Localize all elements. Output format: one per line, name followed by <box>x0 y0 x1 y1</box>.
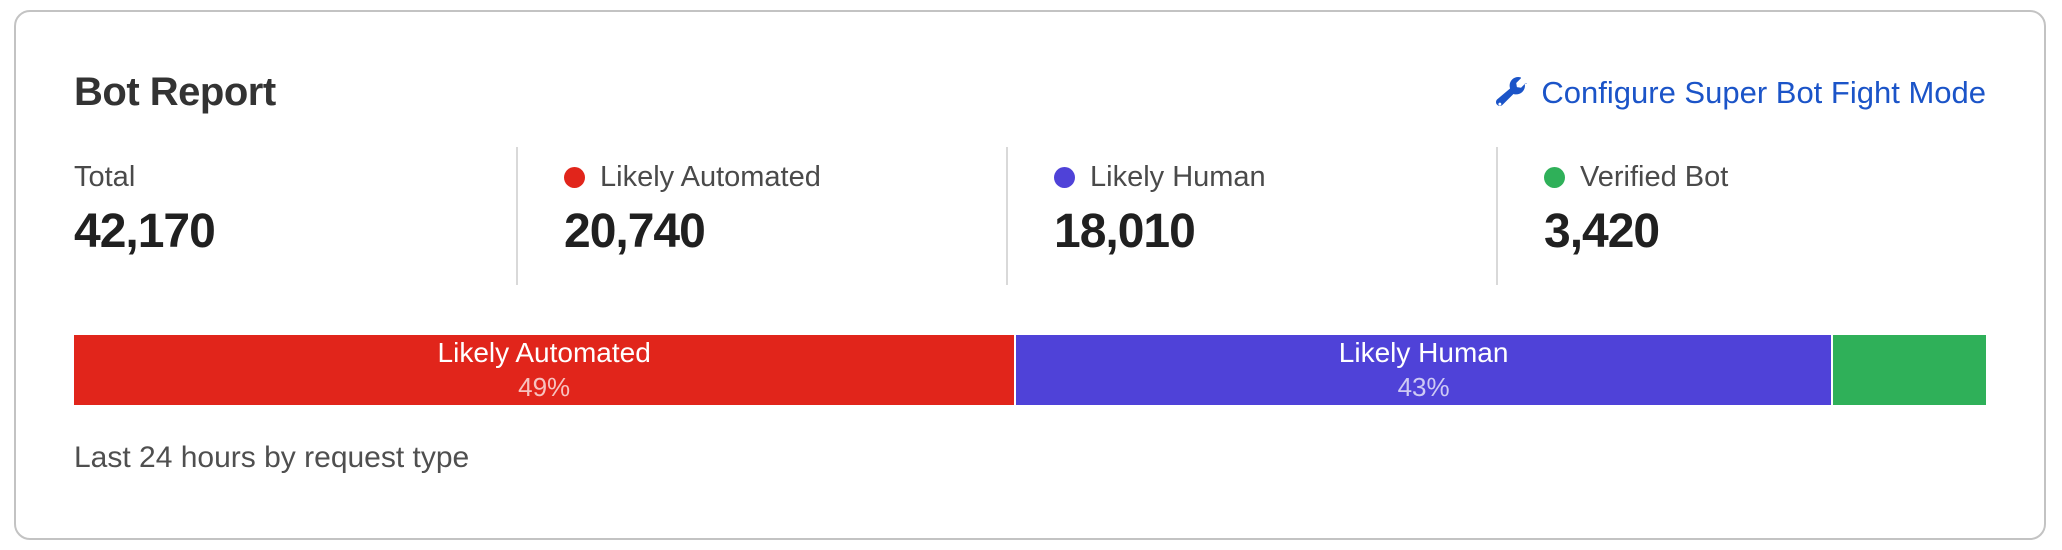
stat-likely-automated: Likely Automated 20,740 <box>516 147 1006 285</box>
stat-likely-automated-label-row: Likely Automated <box>564 161 1006 194</box>
stat-likely-human: Likely Human 18,010 <box>1006 147 1496 285</box>
page-title: Bot Report <box>74 70 276 114</box>
wrench-icon <box>1496 77 1528 108</box>
configure-super-bot-fight-mode-link[interactable]: Configure Super Bot Fight Mode <box>1496 75 1986 111</box>
stat-total-label: Total <box>74 161 136 193</box>
stats-row: Total 42,170 Likely Automated 20,740 Lik… <box>74 147 1986 285</box>
bar-segment-verified-bot <box>1830 335 1986 405</box>
likely-automated-dot-icon <box>564 167 585 188</box>
stat-likely-human-label: Likely Human <box>1090 161 1266 193</box>
bar-segment-likely-automated: Likely Automated 49% <box>74 335 1015 405</box>
stat-total-label-row: Total <box>74 161 516 194</box>
bar-segment-likely-human-label: Likely Human <box>1338 337 1509 369</box>
stat-likely-automated-label: Likely Automated <box>600 161 821 193</box>
bar-segment-likely-automated-percent: 49% <box>518 371 571 402</box>
stat-verified-bot-label-row: Verified Bot <box>1544 161 1986 194</box>
card-header: Bot Report Configure Super Bot Fight Mod… <box>74 70 1986 115</box>
stat-verified-bot: Verified Bot 3,420 <box>1496 147 1986 285</box>
stat-verified-bot-value: 3,420 <box>1544 205 1660 258</box>
bar-segment-likely-human: Likely Human 43% <box>1014 335 1831 405</box>
stat-verified-bot-label: Verified Bot <box>1580 161 1729 193</box>
stat-likely-automated-value: 20,740 <box>564 205 706 258</box>
stacked-bar-chart: Likely Automated 49% Likely Human 43% <box>74 335 1986 405</box>
stat-total: Total 42,170 <box>74 147 516 285</box>
bar-segment-likely-automated-label: Likely Automated <box>437 337 651 369</box>
stat-total-value: 42,170 <box>74 205 216 258</box>
bot-report-card: Bot Report Configure Super Bot Fight Mod… <box>14 10 2046 540</box>
verified-bot-dot-icon <box>1544 167 1565 188</box>
likely-human-dot-icon <box>1054 167 1075 188</box>
bar-segment-likely-human-percent: 43% <box>1397 371 1450 402</box>
configure-link-label: Configure Super Bot Fight Mode <box>1541 74 1986 110</box>
stat-likely-human-value: 18,010 <box>1054 205 1196 258</box>
chart-caption: Last 24 hours by request type <box>74 441 470 474</box>
stat-likely-human-label-row: Likely Human <box>1054 161 1496 194</box>
